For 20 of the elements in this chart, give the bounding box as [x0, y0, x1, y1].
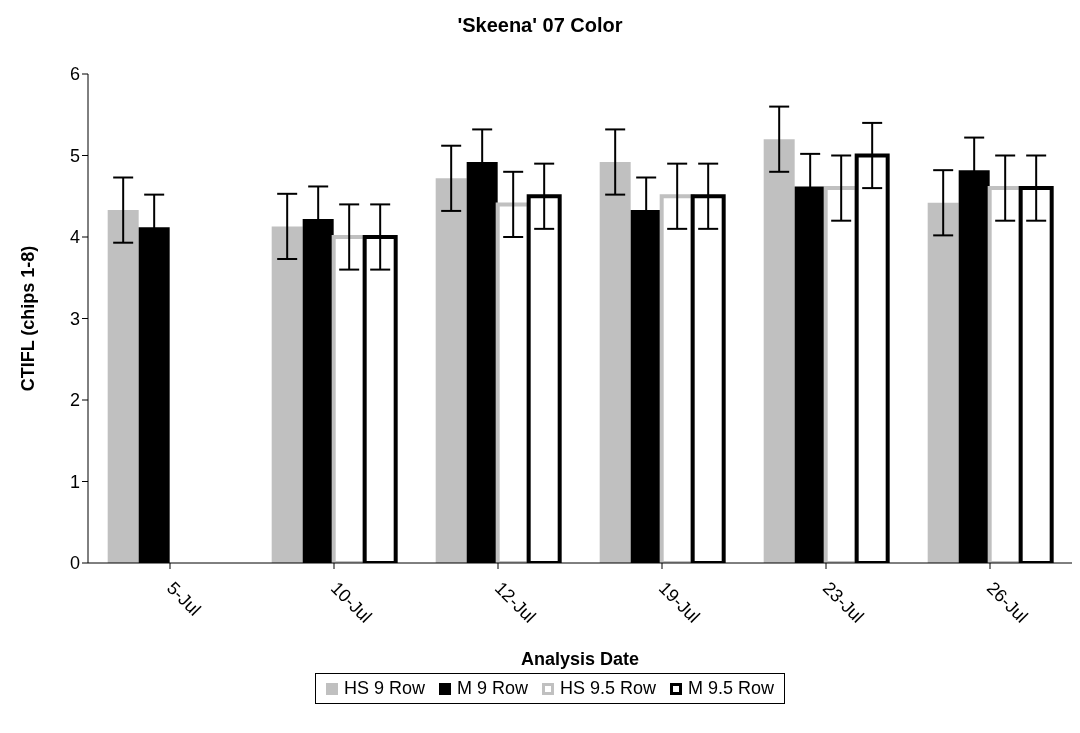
legend-label: M 9 Row: [456, 678, 528, 699]
chart-title: 'Skeena' 07 Color: [456, 14, 624, 38]
bar: [107, 210, 139, 563]
legend-label: HS 9.5 Row: [559, 678, 657, 699]
bar: [271, 226, 303, 563]
y-tick-label: 4: [69, 227, 80, 248]
bar: [763, 139, 795, 563]
bar: [599, 162, 631, 563]
y-tick-label: 3: [69, 308, 80, 329]
y-tick-label: 1: [69, 471, 80, 492]
bar: [927, 202, 959, 563]
y-axis-title: CTIFL (chips 1-8): [18, 245, 39, 392]
y-tick-label: 5: [69, 145, 80, 166]
y-tick-label: 2: [69, 390, 80, 411]
legend-label: HS 9 Row: [343, 678, 425, 699]
legend-label: M 9.5 Row: [688, 678, 775, 699]
y-tick-label: 6: [69, 64, 80, 85]
bar: [435, 178, 467, 563]
y-tick-label: 0: [69, 553, 80, 574]
x-axis-title: Analysis Date: [520, 649, 640, 669]
